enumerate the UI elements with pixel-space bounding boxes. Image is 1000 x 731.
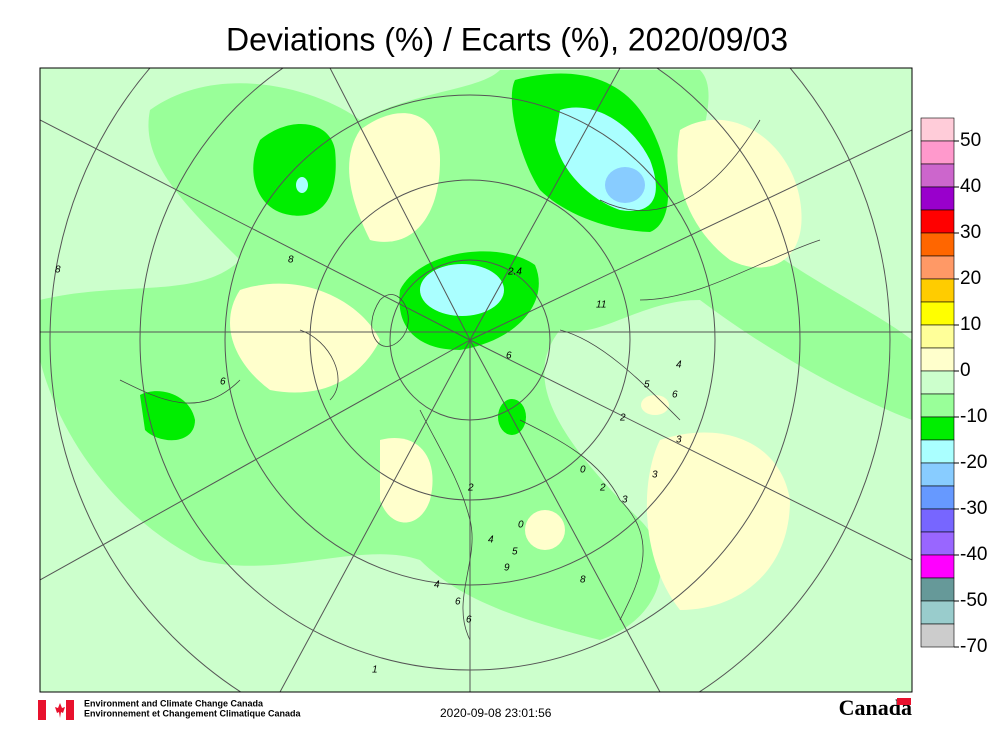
legend-label: 50	[960, 130, 981, 151]
legend-swatch	[920, 508, 955, 533]
station-label: 3	[622, 495, 628, 506]
station-label: 2.4	[507, 267, 522, 278]
color-legend: 50 40 30 20 10 0 -10 -20 -30 -40 -50 -70	[920, 117, 987, 657]
legend-label: 20	[960, 268, 981, 289]
legend-label: 30	[960, 222, 981, 243]
map-frame	[39, 67, 913, 693]
legend-swatch	[920, 301, 955, 326]
legend-label: 10	[960, 314, 981, 335]
legend-label: -10	[960, 406, 987, 427]
station-label: 3	[652, 470, 658, 481]
legend-swatch	[920, 278, 955, 303]
station-labels: 8 8 6 2.4 11 6 4 5 6 2 3 3 0 2 3 2 0 4 5…	[55, 255, 682, 676]
legend-swatch	[920, 163, 955, 188]
legend-label: -20	[960, 452, 987, 473]
legend-swatch	[920, 577, 955, 602]
legend-swatch	[920, 117, 955, 142]
station-label: 0	[518, 520, 524, 531]
legend-swatch	[920, 485, 955, 510]
legend-label: -70	[960, 636, 987, 657]
station-label: 9	[504, 563, 510, 574]
station-label: 2	[467, 483, 474, 494]
legend-swatch	[920, 324, 955, 349]
timestamp: 2020-09-08 23:01:56	[440, 706, 552, 720]
legend-swatch	[920, 347, 955, 372]
legend-swatch	[920, 186, 955, 211]
station-label: 6	[455, 597, 461, 608]
org-en: Environment and Climate Change Canada	[84, 698, 264, 708]
station-label: 6	[672, 390, 678, 401]
legend-swatch	[920, 623, 955, 648]
station-label: 5	[644, 380, 650, 391]
station-label: 5	[512, 547, 518, 558]
legend-label: -50	[960, 590, 987, 611]
legend-swatch	[920, 600, 955, 625]
legend-swatch	[920, 209, 955, 234]
legend-label: -40	[960, 544, 987, 565]
org-fr: Environnement et Changement Climatique C…	[84, 708, 302, 718]
station-label: 0	[580, 465, 586, 476]
station-label: 6	[466, 615, 472, 626]
station-label: 1	[372, 665, 378, 676]
legend-swatch	[920, 393, 955, 418]
station-label: 3	[676, 435, 682, 446]
station-label: 2	[619, 413, 626, 424]
legend-label: -30	[960, 498, 987, 519]
station-label: 6	[220, 377, 226, 388]
station-label: 4	[434, 580, 440, 591]
footer: Environment and Climate Change Canada En…	[38, 695, 912, 720]
legend-swatch	[920, 554, 955, 579]
station-label: 4	[676, 360, 682, 371]
legend-label: 40	[960, 176, 981, 197]
map	[40, 68, 912, 692]
station-label: 8	[288, 255, 294, 266]
station-label: 2	[599, 483, 606, 494]
station-label: 8	[55, 265, 61, 276]
legend-swatch	[920, 370, 955, 395]
legend-swatch	[920, 232, 955, 257]
legend-swatch	[920, 416, 955, 441]
title: Deviations (%) / Ecarts (%), 2020/09/03	[226, 21, 788, 57]
legend-swatch	[920, 140, 955, 165]
station-label: 11	[596, 300, 606, 311]
legend-swatch	[920, 255, 955, 280]
legend-label: 0	[960, 360, 971, 381]
legend-swatch	[920, 462, 955, 487]
legend-swatch	[920, 531, 955, 556]
station-label: 4	[488, 535, 494, 546]
station-label: 6	[506, 351, 512, 362]
station-label: 8	[580, 575, 586, 586]
legend-swatch	[920, 439, 955, 464]
